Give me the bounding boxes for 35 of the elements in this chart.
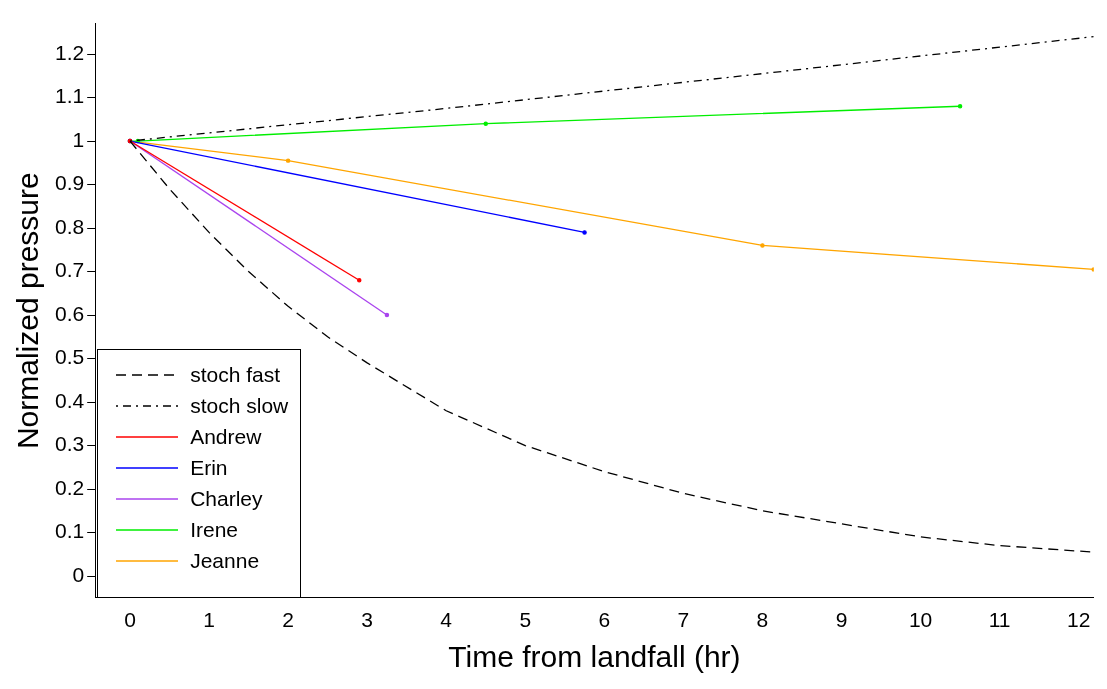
y-tick-label: 0.8: [54, 214, 85, 238]
x-axis-title: Time from landfall (hr): [448, 640, 741, 674]
x-tick-label: 4: [440, 608, 453, 632]
x-tick-label: 11: [988, 608, 1011, 632]
y-tick-label: 0.5: [54, 345, 85, 369]
y-tick-label: 0.9: [54, 171, 85, 195]
y-tick-label: 1: [72, 127, 85, 151]
x-tick-label: 0: [124, 608, 136, 632]
y-tick-label: 1.1: [54, 84, 85, 108]
x-tick-label: 2: [282, 608, 294, 632]
legend-label: Andrew: [190, 425, 262, 450]
y-axis-title: Normalized pressure: [11, 172, 45, 450]
x-tick-label: 10: [908, 608, 933, 632]
x-tick-label: 7: [677, 608, 690, 632]
x-tick-label: 9: [835, 608, 848, 632]
y-tick-label: 0.3: [54, 432, 85, 456]
x-tick-label: 5: [519, 608, 532, 632]
x-tick-label: 8: [756, 608, 769, 632]
x-tick-label: 6: [598, 608, 611, 632]
legend-label: stoch slow: [190, 394, 289, 419]
legend-label: stoch fast: [190, 363, 281, 388]
y-tick-label: 0.6: [54, 301, 85, 325]
legend-label: Jeanne: [190, 549, 260, 574]
y-tick-label: 0.7: [54, 258, 85, 282]
y-tick-label: 0: [72, 562, 85, 586]
x-tick-label: 3: [361, 608, 373, 632]
legend-label: Erin: [190, 456, 228, 481]
x-tick-label: 12: [1067, 608, 1091, 632]
legend-label: Charley: [190, 487, 263, 512]
y-tick-label: 1.2: [54, 40, 85, 64]
y-tick-label: 0.4: [54, 388, 85, 412]
legend-label: Irene: [190, 518, 239, 543]
x-tick-label: 1: [203, 608, 215, 632]
y-tick-label: 0.1: [54, 519, 85, 543]
y-tick-label: 0.2: [54, 475, 85, 499]
